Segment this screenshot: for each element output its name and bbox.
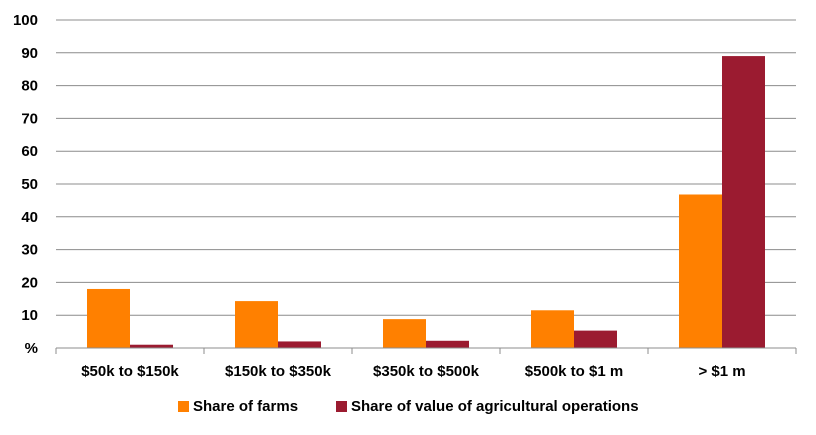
y-tick-label: 20 [21,274,38,291]
y-tick-label: 80 [21,78,38,95]
legend-label: Share of farms [193,398,298,415]
legend: Share of farms Share of value of agricult… [178,398,639,415]
y-axis-tick-labels: % 10 20 30 40 50 60 70 80 90 100 [13,12,38,357]
x-axis [55,347,797,354]
legend-swatch [336,401,347,412]
bar [531,310,574,348]
bar [383,319,426,348]
bar [235,301,278,348]
bar [574,330,617,348]
legend-swatch [178,401,189,412]
bar [679,194,722,348]
bar [426,340,469,348]
y-tick-label: 70 [21,110,38,127]
y-tick-label: 10 [21,307,38,324]
bars [87,56,765,349]
legend-label: Share of value of agricultural operation… [351,398,639,415]
x-category-label: > $1 m [698,363,745,380]
y-tick-label: 40 [21,209,38,226]
x-category-label: $500k to $1 m [525,363,623,380]
y-tick-label: 30 [21,242,38,259]
bar [722,56,765,349]
bar [87,288,130,348]
y-tick-label: 100 [13,12,38,29]
x-category-label: $350k to $500k [373,363,480,380]
gridlines [56,19,796,316]
y-tick-label: % [25,340,38,357]
y-tick-label: 60 [21,143,38,160]
x-axis-category-labels: $50k to $150k $150k to $350k $350k to $500… [81,363,745,380]
y-tick-label: 90 [21,45,38,62]
x-category-label: $50k to $150k [81,363,179,380]
x-category-label: $150k to $350k [225,363,332,380]
bar [278,341,321,348]
y-tick-label: 50 [21,176,38,193]
bar [130,344,173,348]
